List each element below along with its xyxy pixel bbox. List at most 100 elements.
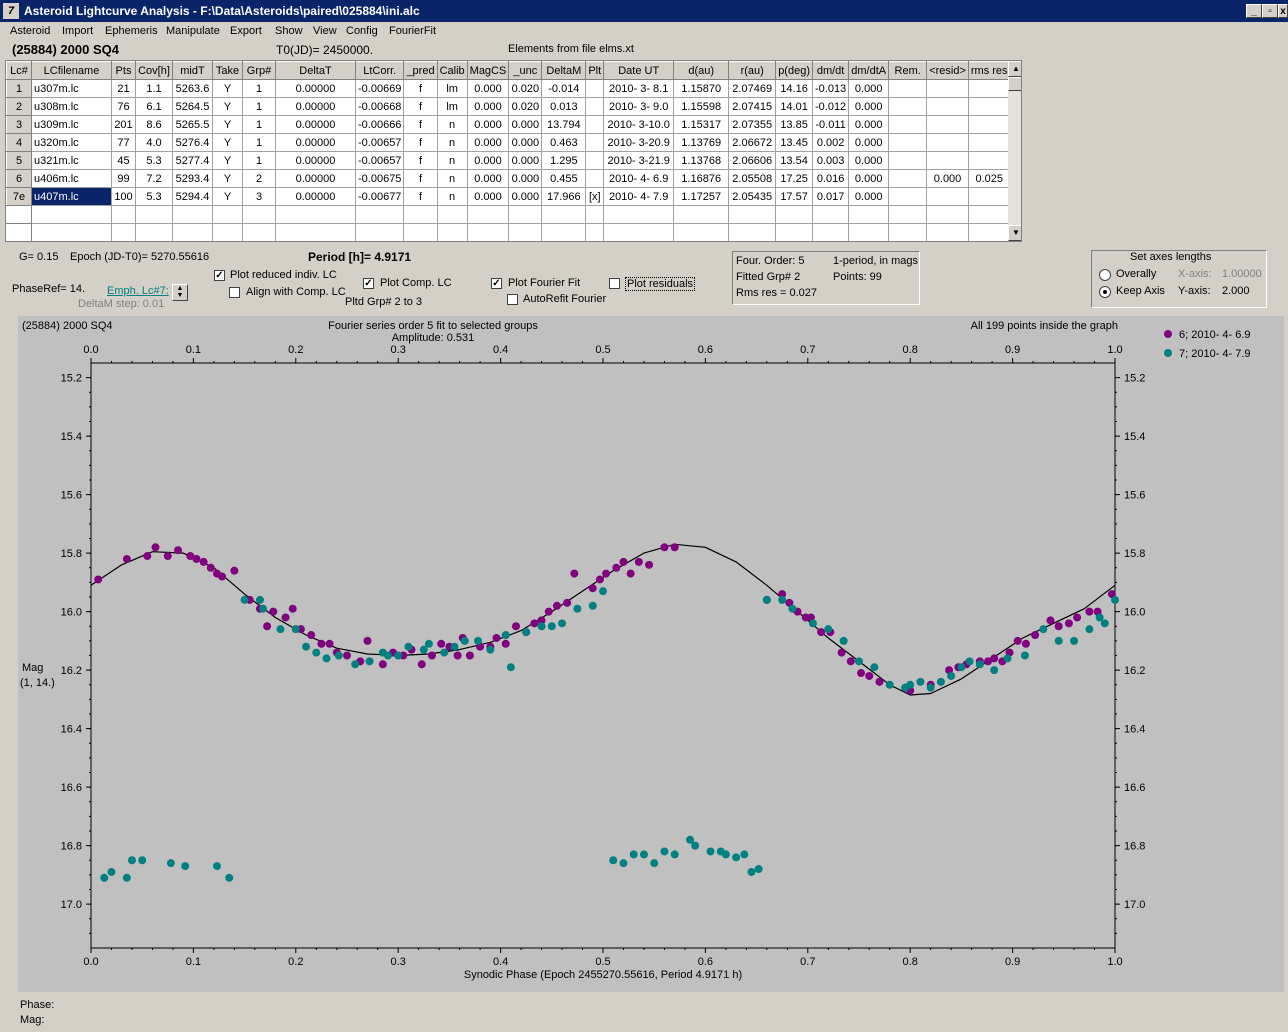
table-cell[interactable]: 0.00000 (275, 115, 356, 134)
table-cell[interactable]: Y (212, 115, 243, 134)
table-scrollbar[interactable]: ▲ ▼ (1008, 61, 1021, 241)
table-cell[interactable] (354, 223, 405, 241)
table-cell[interactable] (541, 223, 587, 241)
table-cell[interactable]: u308m.lc (31, 97, 112, 116)
table-cell[interactable] (275, 205, 356, 224)
table-cell[interactable]: 201 (111, 115, 136, 134)
emph-lc-label[interactable]: Emph. Lc#7: (107, 285, 169, 297)
table-cell[interactable]: -0.00669 (354, 79, 405, 98)
table-cell[interactable] (967, 133, 1011, 152)
table-cell[interactable]: 3 (242, 187, 276, 206)
table-cell[interactable] (811, 223, 850, 241)
table-cell[interactable]: -0.00657 (354, 133, 405, 152)
table-cell[interactable] (466, 205, 510, 224)
table-cell[interactable]: 2.07469 (728, 79, 777, 98)
table-cell[interactable]: 76 (111, 97, 136, 116)
column-header[interactable]: dm/dt (811, 61, 850, 80)
column-header[interactable]: _pred (403, 61, 438, 80)
table-cell[interactable]: 1 (242, 115, 276, 134)
table-cell[interactable]: 0.000 (848, 169, 890, 188)
table-cell[interactable]: 0.00000 (275, 187, 356, 206)
table-cell[interactable]: 8.6 (135, 115, 173, 134)
table-cell[interactable]: 2 (242, 169, 276, 188)
table-cell[interactable] (603, 205, 675, 224)
table-cell[interactable] (31, 223, 112, 241)
column-header[interactable]: Grp# (242, 61, 276, 80)
table-cell[interactable]: 0.013 (541, 97, 587, 116)
scroll-thumb[interactable] (1008, 77, 1021, 91)
table-cell[interactable]: 2.06672 (728, 133, 777, 152)
table-cell[interactable]: 2.06606 (728, 151, 777, 170)
table-cell[interactable]: 13.85 (775, 115, 813, 134)
table-cell[interactable]: 2.07415 (728, 97, 777, 116)
table-cell[interactable]: 0.000 (466, 169, 510, 188)
table-cell[interactable] (967, 115, 1011, 134)
menu-show[interactable]: Show (275, 25, 303, 37)
table-cell[interactable]: 2010- 3-20.9 (603, 133, 675, 152)
column-header[interactable]: _unc (508, 61, 543, 80)
table-cell[interactable]: -0.014 (541, 79, 587, 98)
table-cell[interactable]: 1.15870 (673, 79, 730, 98)
table-cell[interactable]: 0.000 (848, 151, 890, 170)
table-cell[interactable]: 0.463 (541, 133, 587, 152)
x-axis-value[interactable]: 1.00000 (1222, 268, 1262, 280)
table-cell[interactable] (6, 223, 32, 241)
table-cell[interactable] (673, 223, 730, 241)
column-header[interactable]: <resid> (926, 61, 969, 80)
table-cell[interactable]: 0.017 (811, 187, 850, 206)
table-cell[interactable]: 99 (111, 169, 136, 188)
table-cell[interactable] (848, 205, 890, 224)
table-cell[interactable] (967, 223, 1011, 241)
table-cell[interactable]: Y (212, 97, 243, 116)
table-cell[interactable] (172, 205, 213, 224)
table-cell[interactable]: 0.000 (508, 187, 543, 206)
table-cell[interactable] (775, 223, 813, 241)
table-cell[interactable] (212, 205, 243, 224)
table-cell[interactable]: 17.57 (775, 187, 813, 206)
table-cell[interactable] (673, 205, 730, 224)
table-cell[interactable] (403, 223, 438, 241)
table-cell[interactable] (585, 169, 605, 188)
table-cell[interactable] (242, 205, 276, 224)
table-cell[interactable] (212, 223, 243, 241)
column-header[interactable]: DeltaM (541, 61, 587, 80)
table-cell[interactable]: 4.0 (135, 133, 173, 152)
column-header[interactable]: Cov[h] (135, 61, 173, 80)
table-cell[interactable]: f (403, 187, 438, 206)
minimize-button[interactable]: _ (1246, 4, 1262, 18)
table-cell[interactable] (541, 205, 587, 224)
table-cell[interactable]: 13.794 (541, 115, 587, 134)
table-cell[interactable] (967, 79, 1011, 98)
table-cell[interactable] (728, 205, 777, 224)
table-cell[interactable]: 0.002 (811, 133, 850, 152)
table-cell[interactable]: 0.000 (466, 97, 510, 116)
table-cell[interactable]: 0.000 (466, 151, 510, 170)
table-cell[interactable]: 6 (6, 169, 32, 188)
table-cell[interactable]: 14.16 (775, 79, 813, 98)
table-cell[interactable] (888, 97, 928, 116)
table-cell[interactable]: 5294.4 (172, 187, 213, 206)
table-cell[interactable]: 0.000 (466, 115, 510, 134)
table-cell[interactable]: 0.000 (466, 133, 510, 152)
table-cell[interactable] (926, 133, 969, 152)
table-cell[interactable] (603, 223, 675, 241)
table-cell[interactable]: 13.54 (775, 151, 813, 170)
lightcurve-table[interactable]: Lc# LCfilename Pts Cov[h] midT Take Grp# DeltaT… (5, 60, 1022, 242)
table-cell[interactable]: 5265.5 (172, 115, 213, 134)
table-cell[interactable] (888, 79, 928, 98)
plot-reduced-checkbox[interactable]: ✓ (214, 270, 225, 281)
plot-residuals-checkbox[interactable] (609, 278, 620, 289)
align-comp-checkbox[interactable] (229, 287, 240, 298)
column-header[interactable]: d(au) (673, 61, 730, 80)
table-cell[interactable] (436, 205, 468, 224)
table-cell[interactable]: 100 (111, 187, 136, 206)
table-cell[interactable]: 0.000 (508, 115, 543, 134)
table-cell[interactable] (585, 151, 605, 170)
table-cell[interactable]: 5 (6, 151, 32, 170)
maximize-button[interactable]: ▫ (1262, 4, 1278, 18)
table-cell[interactable]: 1 (242, 97, 276, 116)
table-cell[interactable]: 6.1 (135, 97, 173, 116)
table-cell[interactable]: 1 (242, 133, 276, 152)
table-cell[interactable]: 0.003 (811, 151, 850, 170)
table-cell[interactable]: 1.295 (541, 151, 587, 170)
